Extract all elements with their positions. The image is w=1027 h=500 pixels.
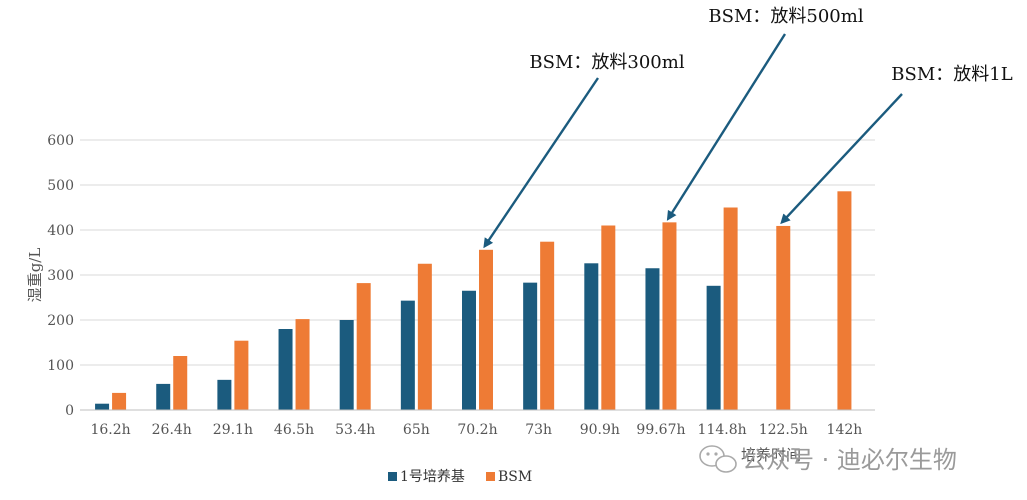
bar [295,319,310,410]
bar [776,225,791,410]
bar [234,340,249,410]
annotation-label: BSM：放料300ml [529,52,684,73]
wechat-icon [699,445,737,473]
annotation-arrow [483,77,599,249]
bar [523,282,538,410]
x-tick-label: 26.4h [152,422,192,438]
annotation-arrow [780,93,903,225]
x-tick-label: 99.67h [636,422,685,438]
bar [339,320,354,410]
y-tick-label: 500 [47,178,74,194]
x-tick-label: 46.5h [274,422,314,438]
bar [95,403,110,410]
y-tick-label: 300 [47,268,74,284]
y-tick-label: 200 [47,313,74,329]
x-tick-label: 114.8h [698,422,747,438]
legend-swatch [388,472,397,481]
bar [156,383,171,410]
bar [356,283,371,410]
legend-label: BSM [498,469,532,485]
y-axis: 0 100 200 300 400 500 600 [47,133,74,419]
y-tick-label: 0 [65,403,74,419]
bar [662,222,677,410]
y-tick-label: 600 [47,133,74,149]
x-tick-label: 90.9h [580,422,620,438]
x-tick-label: 73h [525,422,552,438]
bar [584,263,599,410]
bar [112,392,127,410]
x-tick-label: 70.2h [457,422,497,438]
x-axis: 16.2h 26.4h 29.1h 46.5h 53.4h 65h 70.2h 73h 90.9… [90,422,862,438]
x-tick-label: 65h [403,422,430,438]
x-tick-label: 29.1h [213,422,253,438]
bar [479,249,493,410]
legend-swatch [486,472,495,481]
watermark: 公众号 · 迪必尔生物 [699,445,957,474]
bar [723,207,738,410]
bars [95,191,852,410]
x-tick-label: 16.2h [90,422,130,438]
x-tick-label: 53.4h [335,422,375,438]
bar [837,191,852,410]
bar [217,379,232,410]
bar [173,356,188,410]
annotations: BSM：放料300ml BSM：放料500ml BSM：放料1L [483,6,1013,249]
legend-label: 1号培养基 [400,468,465,485]
watermark-text: 公众号 · 迪必尔生物 [742,446,957,474]
x-tick-label: 122.5h [759,422,808,438]
bar [706,285,721,410]
x-axis-title: 培养时间 [741,446,801,464]
y-tick-label: 400 [47,223,74,239]
annotation-label: BSM：放料1L [891,64,1012,85]
bar [601,225,616,410]
x-tick-label: 142h [827,422,863,438]
grid [80,139,875,366]
annotation-arrow [666,33,787,221]
bar [645,268,660,410]
bar [278,329,293,410]
bar [540,241,555,410]
bar [417,263,432,410]
y-tick-label: 100 [47,358,74,374]
legend: 1号培养基 BSM [388,468,532,485]
annotation-label: BSM：放料500ml [708,6,863,27]
y-axis-title: 湿重g/L [26,248,44,303]
bar [462,290,476,410]
bar [400,300,415,410]
